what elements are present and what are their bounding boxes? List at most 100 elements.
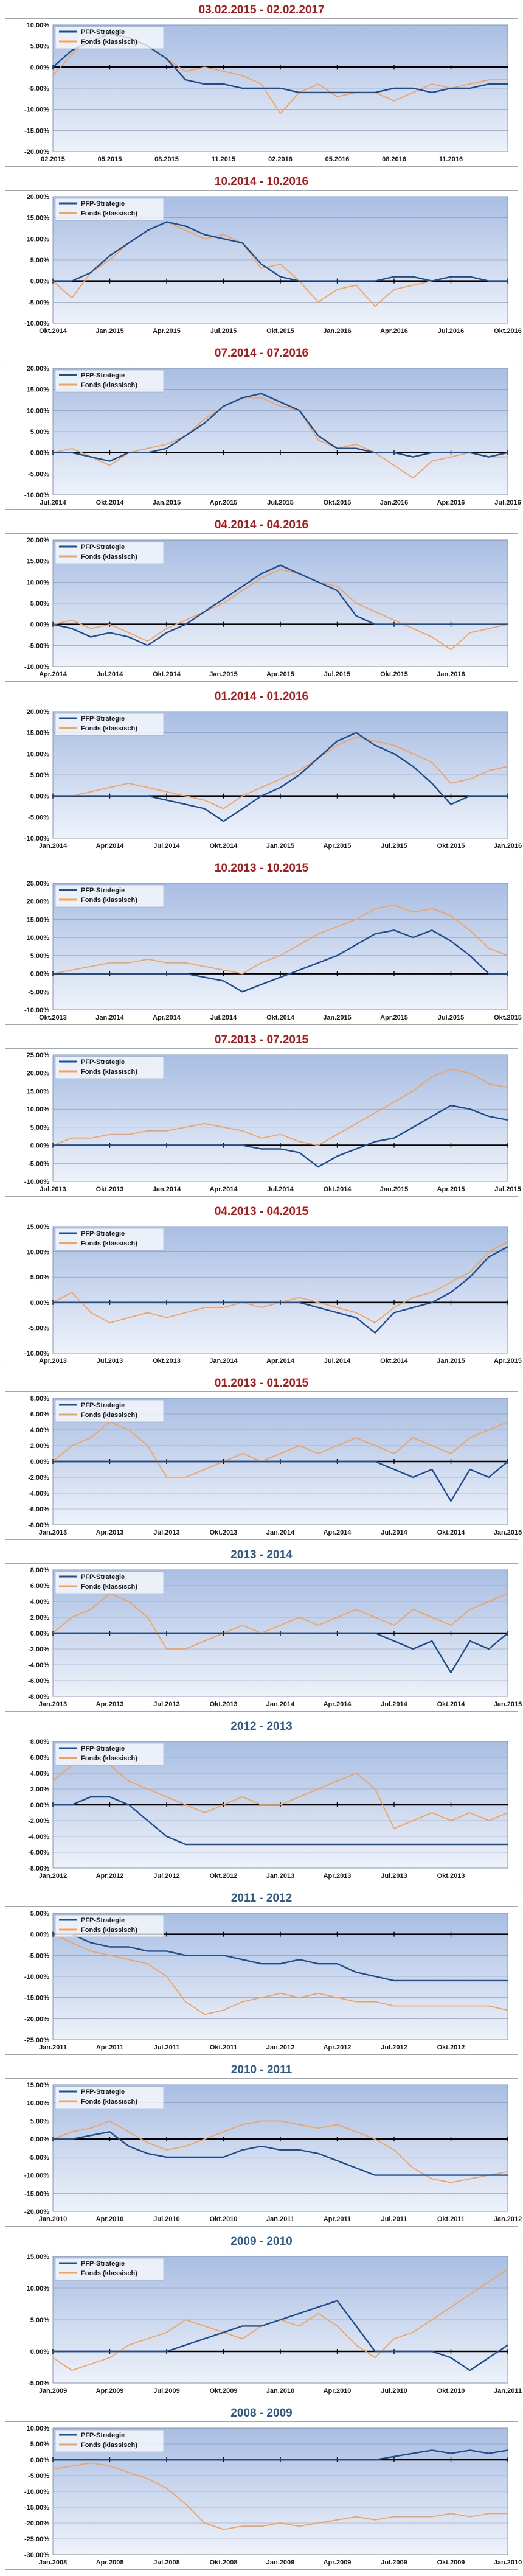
legend-label: Fonds (klassisch) (81, 2270, 137, 2277)
y-tick-label: 5,00% (30, 2441, 49, 2448)
chart-frame: -20,00% -15,00% -10,00% -5,00% 0,00% 5,00% 10,… (5, 18, 518, 167)
y-tick-label: 5,00% (30, 1910, 49, 1917)
legend-label: PFP-Strategie (81, 1402, 125, 1409)
x-tick-label: Jan.2010 (494, 2559, 522, 2566)
x-tick-label: Jan.2016 (494, 842, 522, 850)
y-tick-label: 10,00% (27, 1249, 50, 1256)
y-tick-label: 20,00% (27, 194, 50, 201)
x-tick-label: Jul.2009 (153, 2387, 179, 2395)
legend: PFP-Strategie Fonds (klassisch) (55, 198, 164, 221)
x-tick-label: Okt.2014 (210, 842, 238, 850)
y-tick-label: -8,00% (28, 1522, 49, 1529)
x-tick-label: Apr.2015 (494, 1357, 522, 1365)
y-tick-label: 0,00% (30, 1143, 49, 1150)
x-tick-label: Apr.2015 (380, 1014, 408, 1021)
legend-label: Fonds (klassisch) (81, 725, 137, 732)
x-tick-label: Jul.2008 (153, 2559, 179, 2566)
x-tick-label: Jul.2014 (381, 1529, 407, 1536)
y-tick-label: -5,00% (28, 814, 49, 821)
x-tick-label: Apr.2012 (324, 2044, 352, 2051)
legend-label: PFP-Strategie (81, 544, 125, 551)
chart-frame: -10,00% -5,00% 0,00% 5,00% 10,00% 15,00% 20,00… (5, 1048, 521, 1197)
chart-title: 2012 - 2013 (230, 1720, 293, 1733)
legend-label: PFP-Strategie (81, 2432, 125, 2439)
line-chart: -20,00% -15,00% -10,00% -5,00% 0,00% 5,00% 10,… (24, 2082, 522, 2223)
legend: PFP-Strategie Fonds (klassisch) (55, 884, 164, 908)
x-tick-label: Jul.2016 (438, 327, 464, 335)
y-tick-label: 15,00% (27, 558, 50, 565)
y-tick-label: 4,00% (30, 1598, 49, 1606)
legend: PFP-Strategie Fonds (klassisch) (55, 2258, 164, 2281)
y-tick-label: -5,00% (28, 642, 49, 649)
y-tick-label: -10,00% (24, 320, 49, 327)
y-tick-label: -2,00% (28, 1474, 49, 1482)
chart-frame: -8,00% -6,00% -4,00% -2,00% 0,00% 2,00% 4,00% 6… (5, 1563, 522, 1712)
series-line-strategy (53, 1632, 508, 1674)
x-tick-label: Jul.2013 (153, 1529, 179, 1536)
x-tick-label: Jan.2016 (380, 499, 408, 506)
legend-label: Fonds (klassisch) (81, 553, 137, 561)
line-chart: -10,00% -5,00% 0,00% 5,00% 10,00% 15,00% Apr.2… (24, 1223, 522, 1365)
y-tick-label: 8,00% (30, 1395, 49, 1402)
series-line-fund (52, 1933, 508, 2015)
y-tick-label: 6,00% (30, 1583, 49, 1590)
chart-panel-3: 04.2014 - 04.2016 -10,00% -5,00% 0,00% 5,00%… (0, 515, 523, 687)
series-line-strategy (53, 393, 508, 462)
x-tick-label: Jul.2014 (153, 842, 180, 850)
y-tick-label: -10,00% (24, 663, 49, 671)
x-tick-label: Jan.2012 (494, 2216, 522, 2223)
x-tick-label: Jan.2011 (494, 2387, 522, 2395)
legend-box (55, 1571, 164, 1594)
x-tick-label: Jan.2013 (266, 1872, 294, 1880)
series-line-fund (52, 2120, 508, 2183)
x-tick-label: Apr.2014 (153, 1014, 181, 1021)
y-tick-label: -20,00% (24, 149, 49, 156)
legend: PFP-Strategie Fonds (klassisch) (55, 1399, 164, 1423)
x-tick-label: Apr.2011 (324, 2216, 351, 2223)
series-line-strategy (53, 1933, 508, 1982)
x-tick-label: Apr.2015 (324, 842, 352, 850)
y-tick-label: -5,00% (28, 1952, 49, 1959)
x-tick-label: Okt.2014 (324, 1186, 352, 1193)
x-tick-label: Okt.2013 (153, 1357, 181, 1365)
x-tick-label: Jul.2013 (153, 1701, 179, 1708)
x-tick-label: Okt.2013 (96, 1186, 124, 1193)
y-tick-label: 20,00% (27, 898, 50, 906)
y-tick-label: -15,00% (24, 1995, 49, 2002)
x-tick-label: Jan.2013 (39, 1529, 67, 1536)
x-tick-label: Okt.2014 (266, 1014, 295, 1021)
y-tick-label: 0,00% (30, 793, 49, 800)
series-line-fund (52, 1068, 508, 1146)
line-chart: -20,00% -15,00% -10,00% -5,00% 0,00% 5,00% 10,… (24, 22, 508, 163)
legend: PFP-Strategie Fonds (klassisch) (55, 1571, 164, 1594)
x-tick-label: Okt.2014 (96, 499, 125, 506)
x-tick-label: Okt.2016 (494, 327, 522, 335)
x-tick-label: Jan.2015 (323, 1014, 351, 1021)
legend-box (55, 2258, 164, 2281)
y-tick-label: 5,00% (30, 429, 49, 436)
y-tick-label: -4,00% (28, 1833, 49, 1841)
y-tick-label: -8,00% (28, 1865, 49, 1872)
y-tick-label: -15,00% (24, 127, 49, 135)
x-tick-label: Jan.2010 (266, 2387, 294, 2395)
x-tick-label: Apr.2009 (324, 2559, 352, 2566)
y-tick-label: -10,00% (24, 1350, 49, 1357)
series-line-strategy (53, 1246, 508, 1334)
x-tick-label: Apr.2014 (324, 1701, 352, 1708)
legend-label: Fonds (klassisch) (81, 382, 137, 389)
legend-label: Fonds (klassisch) (81, 1412, 137, 1419)
x-tick-label: Jul.2015 (494, 1186, 521, 1193)
y-tick-label: 10,00% (27, 22, 50, 29)
x-tick-label: Okt.2015 (266, 327, 294, 335)
chart-panel-14: 2008 - 2009 -30,00% -25,00% -20,00% -15,00% -… (0, 2403, 523, 2575)
chart-frame: -25,00% -20,00% -15,00% -10,00% -5,00% 0,00% 5… (5, 1906, 518, 2055)
x-tick-label: Jan.2014 (153, 1186, 181, 1193)
x-tick-label: Jan.2012 (39, 1872, 67, 1880)
legend: PFP-Strategie Fonds (klassisch) (55, 1056, 164, 1079)
line-chart: -8,00% -6,00% -4,00% -2,00% 0,00% 2,00% 4,00% 6… (28, 1567, 522, 1708)
chart-title: 04.2013 - 04.2015 (214, 1205, 309, 1218)
chart-panel-0: 03.02.2015 - 02.02.2017 -20,00% -15,00% -10… (0, 0, 523, 172)
legend-label: PFP-Strategie (81, 372, 125, 379)
chart-panel-2: 07.2014 - 07.2016 -10,00% -5,00% 0,00% 5,00%… (0, 343, 523, 515)
line-chart: -5,00% 0,00% 5,00% 10,00% 15,00% Jan.2009 Apr.… (27, 2253, 522, 2395)
